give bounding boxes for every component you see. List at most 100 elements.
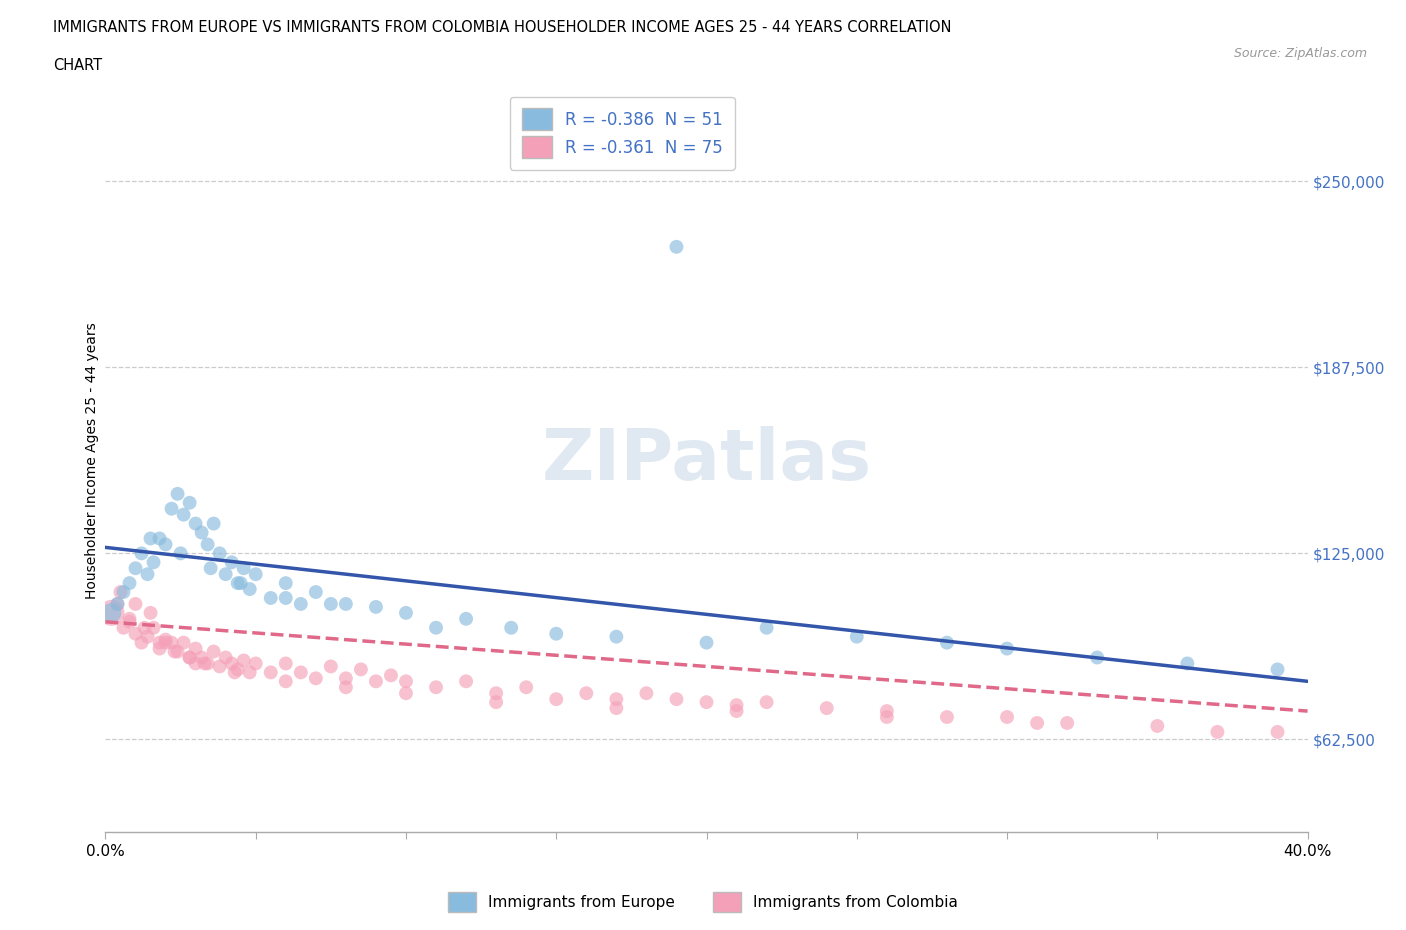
- Point: [179, 650, 201, 665]
- Point: [274, 591, 297, 605]
- Point: [202, 644, 225, 659]
- Point: [1175, 656, 1198, 671]
- Point: [995, 710, 1018, 724]
- Point: [112, 620, 135, 635]
- Point: [226, 576, 249, 591]
- Point: [936, 635, 959, 650]
- Legend: R = -0.386  N = 51, R = -0.361  N = 75: R = -0.386 N = 51, R = -0.361 N = 75: [510, 97, 734, 169]
- Point: [815, 700, 838, 715]
- Point: [110, 585, 132, 600]
- Point: [166, 486, 188, 501]
- Point: [274, 656, 297, 671]
- Point: [197, 656, 219, 671]
- Point: [142, 555, 165, 570]
- Point: [118, 576, 141, 591]
- Point: [274, 576, 297, 591]
- Point: [179, 496, 201, 511]
- Point: [364, 600, 387, 615]
- Point: [395, 685, 418, 700]
- Point: [100, 605, 122, 620]
- Point: [485, 685, 508, 700]
- Point: [936, 710, 959, 724]
- Point: [155, 537, 177, 551]
- Point: [1206, 724, 1229, 739]
- Point: [605, 630, 627, 644]
- Point: [845, 630, 868, 644]
- Point: [155, 632, 177, 647]
- Point: [139, 531, 162, 546]
- Point: [1056, 715, 1078, 730]
- Point: [636, 685, 658, 700]
- Point: [194, 656, 217, 671]
- Point: [232, 653, 254, 668]
- Point: [124, 626, 146, 641]
- Point: [214, 566, 236, 581]
- Point: [173, 507, 195, 522]
- Point: [124, 596, 146, 611]
- Y-axis label: Householder Income Ages 25 - 44 years: Householder Income Ages 25 - 44 years: [84, 322, 98, 599]
- Point: [136, 630, 159, 644]
- Point: [232, 561, 254, 576]
- Point: [124, 561, 146, 576]
- Point: [221, 656, 243, 671]
- Point: [184, 641, 207, 656]
- Point: [665, 239, 688, 254]
- Point: [755, 620, 778, 635]
- Point: [224, 665, 246, 680]
- Point: [179, 650, 201, 665]
- Point: [546, 626, 568, 641]
- Point: [131, 546, 153, 561]
- Point: [208, 659, 231, 674]
- Point: [876, 710, 898, 724]
- Point: [100, 605, 122, 620]
- Point: [107, 596, 129, 611]
- Point: [454, 674, 477, 689]
- Point: [226, 662, 249, 677]
- Point: [515, 680, 537, 695]
- Point: [876, 704, 898, 719]
- Point: [160, 635, 183, 650]
- Point: [148, 635, 170, 650]
- Point: [260, 665, 283, 680]
- Point: [290, 596, 312, 611]
- Point: [665, 692, 688, 707]
- Point: [208, 546, 231, 561]
- Point: [118, 611, 141, 626]
- Point: [605, 700, 627, 715]
- Point: [454, 611, 477, 626]
- Point: [139, 605, 162, 620]
- Point: [148, 641, 170, 656]
- Point: [1267, 724, 1289, 739]
- Point: [696, 635, 718, 650]
- Point: [202, 516, 225, 531]
- Point: [155, 635, 177, 650]
- Point: [335, 596, 357, 611]
- Point: [229, 576, 252, 591]
- Point: [575, 685, 598, 700]
- Point: [546, 692, 568, 707]
- Point: [197, 537, 219, 551]
- Point: [350, 662, 373, 677]
- Point: [214, 650, 236, 665]
- Point: [260, 591, 283, 605]
- Point: [364, 674, 387, 689]
- Point: [395, 605, 418, 620]
- Point: [169, 546, 191, 561]
- Point: [380, 668, 402, 683]
- Point: [425, 680, 447, 695]
- Point: [173, 635, 195, 650]
- Point: [190, 525, 212, 540]
- Point: [118, 615, 141, 630]
- Legend: Immigrants from Europe, Immigrants from Colombia: Immigrants from Europe, Immigrants from …: [443, 886, 963, 918]
- Point: [335, 671, 357, 685]
- Point: [221, 555, 243, 570]
- Text: CHART: CHART: [53, 58, 103, 73]
- Point: [335, 680, 357, 695]
- Point: [239, 665, 262, 680]
- Point: [1026, 715, 1049, 730]
- Point: [605, 692, 627, 707]
- Point: [166, 644, 188, 659]
- Point: [239, 581, 262, 596]
- Point: [142, 620, 165, 635]
- Point: [725, 698, 748, 712]
